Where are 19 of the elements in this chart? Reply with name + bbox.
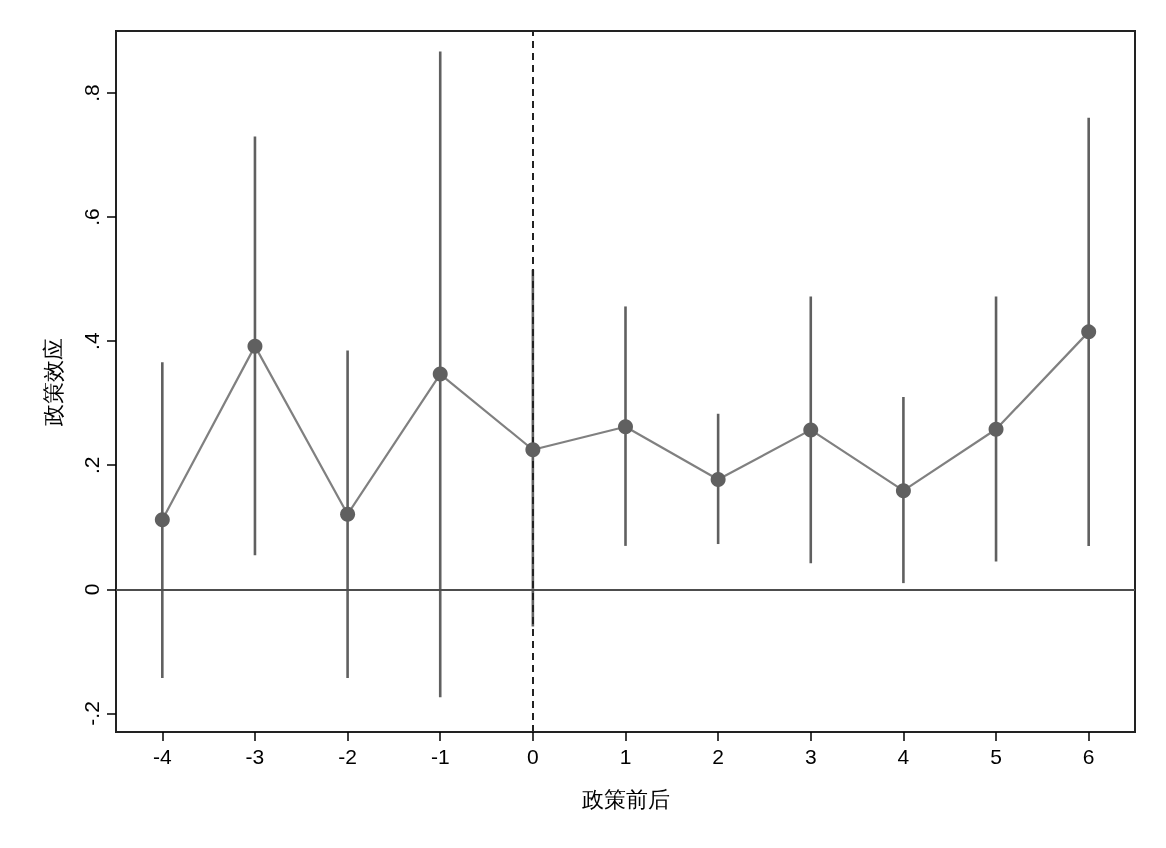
x-tick-label: 6 [1082,745,1095,768]
y-tick-label: .4 [80,332,103,350]
x-tick-label: -2 [338,745,357,768]
x-tick-label: 1 [619,745,632,768]
x-tick-label: 0 [527,745,539,768]
y-tick-label: .6 [80,208,103,226]
y-tick-label: .8 [80,84,103,102]
y-axis-title: 政策效应 [40,337,66,426]
x-tick-label: -4 [152,745,172,768]
x-tick-label: 4 [897,745,910,768]
x-tick-label: -3 [245,745,265,768]
x-tick-label: 2 [712,745,724,768]
y-tick-label: 0 [80,583,103,596]
x-axis-title: 政策前后 [581,786,670,812]
y-tick-label: .2 [80,456,103,475]
y-tick-label: -.2 [80,701,103,726]
x-tick-label: 3 [804,745,817,768]
x-tick-label: 5 [990,745,1002,768]
x-tick-label: -1 [430,745,450,768]
